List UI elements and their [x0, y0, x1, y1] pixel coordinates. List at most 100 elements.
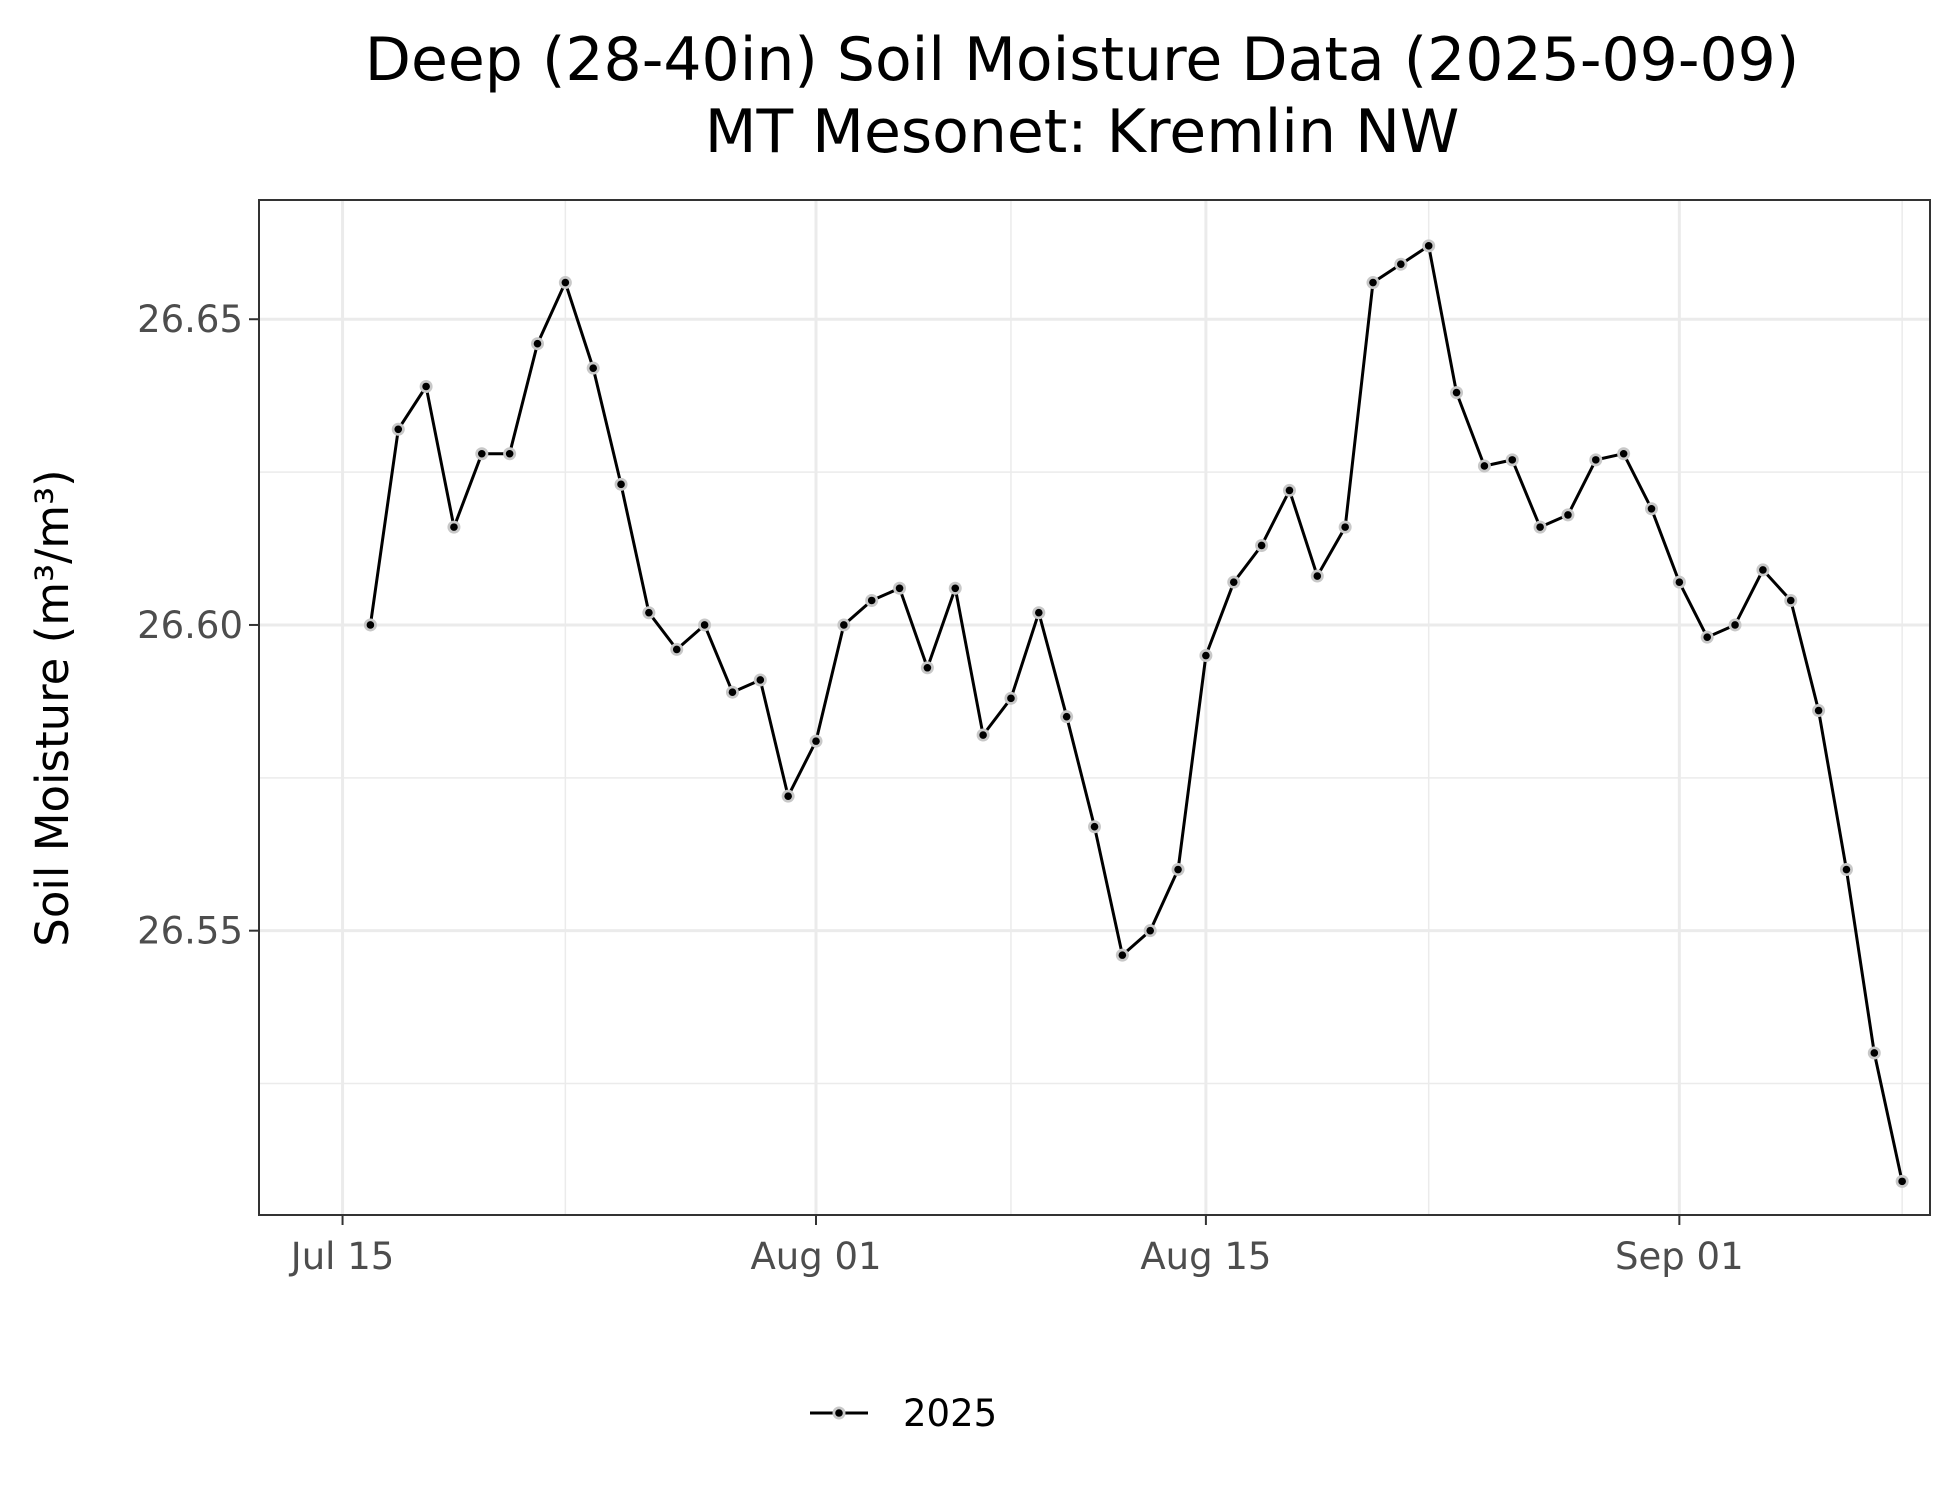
data-point: [1088, 820, 1101, 834]
x-tick-label: Aug 15: [1140, 1235, 1271, 1278]
data-point: [1255, 538, 1269, 552]
data-point-dot: [1564, 511, 1572, 519]
data-point: [1867, 1046, 1881, 1060]
data-point: [1505, 453, 1519, 467]
data-point: [1477, 459, 1491, 473]
data-point-dot: [895, 584, 904, 593]
y-tick-label: 26.55: [137, 910, 243, 953]
data-point: [1004, 691, 1018, 705]
data-point-dot: [1313, 572, 1322, 580]
data-point-dot: [1424, 242, 1433, 250]
data-point-dot: [1118, 951, 1127, 959]
data-point-dot: [1174, 865, 1182, 874]
data-point: [475, 447, 489, 461]
data-point-dot: [1146, 926, 1154, 935]
data-point: [1561, 508, 1575, 522]
data-point: [558, 276, 572, 290]
data-point-dot: [478, 449, 486, 458]
data-point-dot: [1341, 523, 1349, 531]
panel-border: [258, 199, 1931, 1216]
data-point-dot: [672, 645, 681, 654]
data-point: [363, 618, 377, 632]
data-point-dot: [1619, 449, 1628, 458]
data-point: [753, 673, 767, 687]
data-point: [1700, 630, 1714, 644]
legend-label: 2025: [903, 1392, 997, 1435]
data-point: [865, 593, 879, 607]
data-point-dot: [728, 688, 737, 697]
data-point-dot: [812, 737, 820, 745]
data-point-dot: [1870, 1049, 1879, 1057]
data-point-dot: [840, 621, 848, 629]
major-gridlines: [259, 200, 1930, 1215]
data-point-dot: [1397, 260, 1405, 269]
data-point: [1756, 563, 1770, 577]
data-point: [976, 728, 990, 742]
y-axis: 26.55 26.60 26.65: [137, 298, 259, 953]
data-point-dot: [1062, 712, 1071, 721]
data-point: [1450, 386, 1464, 400]
data-point-dot: [1536, 523, 1544, 531]
data-point-dot: [394, 425, 403, 434]
data-point: [419, 379, 433, 393]
data-point-dot: [951, 584, 960, 593]
data-point: [1645, 502, 1658, 516]
data-point-dot: [784, 792, 792, 800]
data-point: [1032, 606, 1046, 620]
data-point: [1784, 593, 1798, 607]
data-point-dot: [1508, 456, 1517, 464]
data-point-dot: [1759, 566, 1767, 574]
data-point-dot: [617, 480, 625, 489]
y-axis-title: Soil Moisture (m³/m³): [26, 469, 79, 946]
plot-panel: [258, 199, 1931, 1216]
data-point-dot: [1675, 578, 1684, 586]
data-point-dot: [645, 608, 653, 617]
data-point-dot: [1369, 278, 1377, 287]
data-point-dot: [561, 278, 570, 287]
data-point: [447, 520, 461, 534]
x-tick-label: Sep 01: [1615, 1235, 1744, 1278]
data-point-dot: [979, 731, 987, 739]
data-point-dot: [867, 596, 876, 605]
legend-key-dot: [835, 1409, 843, 1417]
data-point: [391, 422, 405, 436]
data-point-dot: [1814, 706, 1823, 715]
data-point: [1115, 948, 1129, 962]
chart-title: Deep (28-40in) Soil Moisture Data (2025-…: [365, 25, 1799, 95]
data-point: [1394, 257, 1408, 271]
data-point: [698, 618, 712, 632]
data-point: [670, 642, 684, 656]
data-point: [1199, 649, 1213, 663]
data-point: [1728, 618, 1742, 632]
data-point-dot: [1090, 822, 1099, 831]
data-point: [809, 734, 823, 748]
y-tick-label: 26.60: [137, 604, 243, 647]
data-point: [503, 447, 517, 461]
data-point: [725, 685, 739, 699]
data-point-dot: [1229, 578, 1238, 586]
data-point: [1171, 863, 1185, 877]
data-point-dot: [1703, 633, 1711, 641]
data-point-dot: [1007, 694, 1015, 703]
data-point-dot: [1452, 388, 1461, 397]
data-point-dot: [923, 663, 932, 672]
data-point-dot: [756, 676, 765, 684]
data-point: [1617, 447, 1631, 461]
data-point-dot: [1202, 651, 1210, 660]
data-point: [1227, 575, 1241, 589]
x-tick-label: Aug 01: [750, 1235, 881, 1278]
minor-gridlines: [259, 200, 1930, 1215]
data-point: [920, 661, 934, 675]
data-point-dot: [1647, 504, 1656, 513]
data-point-dot: [1035, 608, 1043, 617]
data-point: [642, 606, 656, 620]
data-point-dot: [1786, 596, 1795, 605]
data-point: [1422, 239, 1436, 253]
data-point: [1672, 575, 1686, 589]
data-point: [1533, 520, 1547, 534]
panel-background: [259, 200, 1930, 1215]
data-point-dot: [450, 523, 458, 531]
data-point: [531, 337, 544, 351]
data-point: [586, 361, 600, 375]
data-point-dot: [366, 621, 375, 629]
